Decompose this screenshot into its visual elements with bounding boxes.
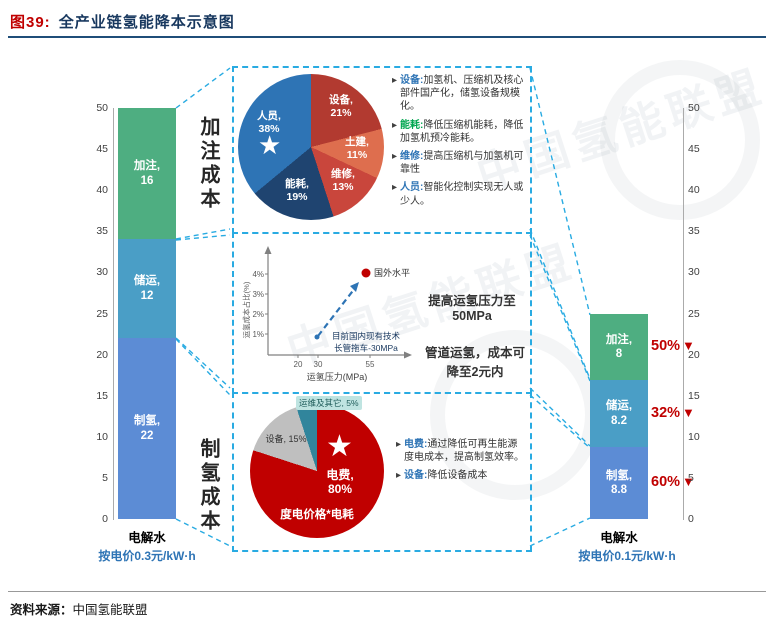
list-item: ▸ 维修:提高压缩机与加氢机可靠性 xyxy=(392,150,524,176)
pie-chart xyxy=(250,404,384,538)
axis-tick-label: 35 xyxy=(96,225,108,237)
axis-tick-label: 30 xyxy=(688,266,700,278)
pie-label-civil-works: 土建, 11% xyxy=(345,136,369,161)
arrow-bullet-icon: ▸ xyxy=(392,182,398,194)
arrow-bullet-icon: ▸ xyxy=(392,150,398,162)
pie-label-equipment: 设备, 21% xyxy=(329,94,353,119)
y-tick-label: 1% xyxy=(252,330,264,339)
axis-tick-label: 50 xyxy=(96,102,108,114)
arrow-bullet-icon: ▸ xyxy=(396,439,402,450)
figure-number: 图39: xyxy=(10,14,51,31)
production-cost-pie: 运维及其它, 5% 设备, 15% ★ 电费, 80% 度电价格*电耗 xyxy=(250,396,384,538)
figure-header: 图39: 全产业链氢能降本示意图 xyxy=(10,11,235,32)
y-tick-label: 4% xyxy=(252,270,264,279)
left-bar-segment-refueling: 加注, 16 xyxy=(118,108,176,239)
left-bar-segment-storage-transport: 储运, 12 xyxy=(118,239,176,338)
right-bar-segment-storage-transport: 储运, 8.2 xyxy=(590,380,648,447)
pie-label-energy: 能耗, 19% xyxy=(285,178,309,203)
source-value: 中国氢能联盟 xyxy=(72,603,148,617)
x-tick-label: 20 xyxy=(294,360,303,369)
right-bar-segment-refueling: 加注, 8 xyxy=(590,314,648,380)
arrow-bullet-icon: ▸ xyxy=(392,75,398,86)
reduction-badge-production: 60% ▼ xyxy=(651,474,695,490)
refueling-notes: ▸ 设备:加氢机、压缩机及核心部件国产化，储氢设备规模化。 ▸ 能耗:降低压缩机… xyxy=(392,74,526,213)
axis-tick-label: 5 xyxy=(102,472,108,484)
left-y-axis xyxy=(113,108,114,520)
foreign-level-label: 国外水平 xyxy=(374,267,410,278)
refueling-cost-section-label: 加注成本 xyxy=(197,116,219,212)
page-title: 全产业链氢能降本示意图 xyxy=(58,14,235,31)
list-item: ▸ 人员:智能化控制实现无人或少人。 xyxy=(392,182,524,207)
axis-tick-label: 40 xyxy=(96,184,108,196)
pie-label-electricity: 电费, 80% xyxy=(326,468,354,497)
axis-tick-label: 25 xyxy=(96,308,108,320)
arrow-bullet-icon: ▸ xyxy=(396,470,402,482)
reduction-badge-storage: 32% ▼ xyxy=(651,405,695,421)
current-tech-note: 目前国内现有技术 长管拖车-30MPa xyxy=(331,331,400,353)
production-cost-section-label: 制氢成本 xyxy=(197,438,219,534)
list-item: ▸ 能耗:降低压缩机能耗，降低加氢机预冷能耗。 xyxy=(392,119,524,144)
axis-tick-label: 10 xyxy=(96,431,108,443)
trend-arrow xyxy=(317,287,356,337)
axis-tick-label: 45 xyxy=(688,143,700,155)
source-label: 资料来源： xyxy=(10,603,73,617)
axis-tick-label: 0 xyxy=(102,513,108,525)
production-notes: ▸ 电费:通过降低可再生能源度电成本，提高制氢效率。 ▸ 设备:降低设备成本 xyxy=(396,438,526,488)
title-underline xyxy=(8,36,766,38)
axis-tick-label: 15 xyxy=(96,390,108,402)
pie-label-equipment: 设备, 15% xyxy=(265,434,307,444)
axis-tick-label: 30 xyxy=(96,266,108,278)
left-bar-category-label: 电解水 xyxy=(128,531,166,545)
axis-tick-label: 0 xyxy=(688,513,694,525)
list-item: ▸ 设备:降低设备成本 xyxy=(396,470,488,482)
pie-label-personnel: 人员, 38% xyxy=(257,110,281,135)
reduction-badge-refueling: 50% ▼ xyxy=(651,338,695,354)
arrow-bullet-icon: ▸ xyxy=(392,119,398,131)
production-cost-panel xyxy=(232,392,532,552)
list-item: ▸ 电费:通过降低可再生能源度电成本，提高制氢效率。 xyxy=(396,439,525,464)
x-axis-label: 运氢压力(MPa) xyxy=(307,371,368,382)
pie-label-maintenance: 维修, 13% xyxy=(331,168,355,193)
pressure-increase-note: 提高运氢压力至 50MPa xyxy=(428,294,516,323)
electricity-cost-formula: 度电价格*电耗 xyxy=(280,509,354,521)
pie-label-other: 运维及其它, 5% xyxy=(296,396,362,410)
transport-pressure-chart: 4% 3% 2% 1% 20 30 55 运氢成本占比(%) 运氢压力(MPa)… xyxy=(241,246,412,382)
pipeline-cost-note: 管道运氢，成本可 降至2元内 xyxy=(424,346,525,379)
down-arrow-icon: ▼ xyxy=(682,405,695,420)
footer-divider xyxy=(8,591,766,592)
down-arrow-icon: ▼ xyxy=(682,338,695,353)
axis-tick-label: 45 xyxy=(96,143,108,155)
right-bar-caption: 按电价0.1元/kW·h xyxy=(578,549,676,563)
axis-tick-label: 50 xyxy=(688,102,700,114)
right-y-axis xyxy=(683,108,684,520)
right-bar-category-label: 电解水 xyxy=(600,531,638,545)
source-note: 资料来源：中国氢能联盟 xyxy=(10,599,148,618)
axis-tick-label: 15 xyxy=(688,390,700,402)
axis-tick-label: 40 xyxy=(688,184,700,196)
right-bar-segment-production: 制氢, 8.8 xyxy=(590,447,648,519)
axis-tick-label: 35 xyxy=(688,225,700,237)
pie-chart xyxy=(238,74,384,220)
y-tick-label: 3% xyxy=(252,290,264,299)
axis-tick-label: 25 xyxy=(688,308,700,320)
list-item: ▸ 设备:加氢机、压缩机及核心部件国产化，储氢设备规模化。 xyxy=(392,75,524,113)
down-arrow-icon: ▼ xyxy=(682,474,695,489)
foreign-level-point xyxy=(361,268,371,278)
x-tick-label: 55 xyxy=(366,360,375,369)
x-tick-label: 30 xyxy=(314,360,323,369)
y-tick-label: 2% xyxy=(252,310,264,319)
left-bar-segment-production: 制氢, 22 xyxy=(118,338,176,519)
y-axis-label: 运氢成本占比(%) xyxy=(241,281,251,338)
axis-tick-label: 10 xyxy=(688,431,700,443)
refueling-cost-pie: 人员, 38% ★ 设备, 21% 土建, 11% 维修, 13% 能耗, 19… xyxy=(238,74,384,220)
left-bar-caption: 按电价0.3元/kW·h xyxy=(98,549,196,563)
watermark-ring xyxy=(600,60,760,220)
star-icon: ★ xyxy=(258,130,282,160)
star-icon: ★ xyxy=(326,430,353,463)
axis-tick-label: 20 xyxy=(688,349,700,361)
axis-tick-label: 5 xyxy=(688,472,694,484)
axis-tick-label: 20 xyxy=(96,349,108,361)
